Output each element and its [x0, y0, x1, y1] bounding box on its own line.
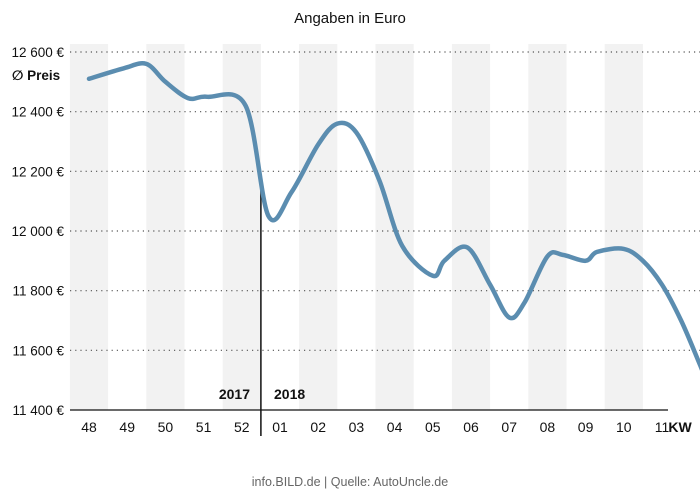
column-stripe — [222, 44, 261, 410]
data-point — [442, 259, 446, 263]
data-point — [205, 95, 209, 99]
x-tick-label: 01 — [272, 419, 288, 435]
data-point — [335, 122, 339, 126]
column-stripe — [299, 44, 338, 410]
y-tick-label: 12 400 € — [11, 105, 64, 120]
data-point — [316, 142, 320, 146]
data-point — [121, 66, 125, 70]
data-point — [622, 247, 626, 251]
x-tick-label: 04 — [387, 419, 403, 435]
y-tick-label: 11 400 € — [12, 403, 64, 418]
year-label-2017: 2017 — [219, 386, 250, 402]
y-axis-ticks: 11 400 € 11 600 € 11 800 € 12 000 € 12 200 €… — [11, 45, 64, 418]
data-point — [431, 274, 435, 278]
data-point — [545, 254, 549, 258]
series-line-price — [86, 61, 700, 371]
data-point — [641, 259, 645, 263]
data-point — [377, 178, 381, 182]
data-point — [186, 96, 190, 100]
data-point — [87, 77, 91, 81]
x-tick-label: 48 — [81, 419, 97, 435]
x-tick-label: 49 — [119, 419, 135, 435]
x-tick-label: 05 — [425, 419, 441, 435]
y-axis-label: ∅ Preis — [12, 68, 60, 83]
data-point — [289, 190, 293, 194]
column-stripe — [604, 44, 643, 410]
x-tick-label: 07 — [501, 419, 517, 435]
y-tick-label: 11 800 € — [12, 284, 64, 299]
data-point — [522, 301, 526, 305]
x-tick-label: 06 — [463, 419, 479, 435]
column-stripe — [451, 44, 491, 410]
x-tick-label: 50 — [158, 419, 174, 435]
data-point — [244, 104, 248, 108]
chart-title: Angaben in Euro — [294, 10, 406, 27]
year-label-2018: 2018 — [274, 386, 305, 402]
y-tick-label: 11 600 € — [12, 343, 64, 358]
y-tick-label: 12 600 € — [11, 45, 64, 60]
data-point — [163, 80, 167, 84]
data-point — [561, 253, 565, 257]
data-point — [584, 259, 588, 263]
gridlines — [70, 51, 700, 351]
x-axis-label: KW — [668, 419, 692, 435]
x-tick-label: 08 — [540, 419, 556, 435]
x-tick-label: 03 — [349, 419, 365, 435]
x-tick-label: 02 — [310, 419, 326, 435]
data-point — [400, 244, 404, 248]
data-point — [679, 319, 683, 323]
data-point — [507, 316, 511, 320]
x-axis-ticks: 48 49 50 51 52 01 02 03 04 05 06 07 08 09 10 11 — [81, 419, 669, 435]
x-tick-label: 09 — [578, 419, 594, 435]
data-point — [660, 283, 664, 287]
x-tick-label: 10 — [616, 419, 632, 435]
data-point — [267, 214, 271, 218]
data-point — [465, 245, 469, 249]
column-stripe — [146, 44, 185, 410]
data-point — [488, 283, 492, 287]
y-tick-label: 12 200 € — [11, 164, 64, 179]
x-tick-label: 51 — [196, 419, 212, 435]
source-credit: info.BILD.de | Quelle: AutoUncle.de — [252, 475, 448, 489]
x-tick-label: 11 — [655, 419, 670, 435]
data-point — [595, 250, 599, 254]
column-stripes — [69, 44, 643, 410]
data-point — [144, 62, 148, 66]
x-tick-label: 52 — [234, 419, 250, 435]
column-stripe — [528, 44, 567, 410]
data-point — [354, 131, 358, 135]
y-tick-label: 12 000 € — [11, 224, 64, 239]
column-stripe — [69, 44, 109, 410]
